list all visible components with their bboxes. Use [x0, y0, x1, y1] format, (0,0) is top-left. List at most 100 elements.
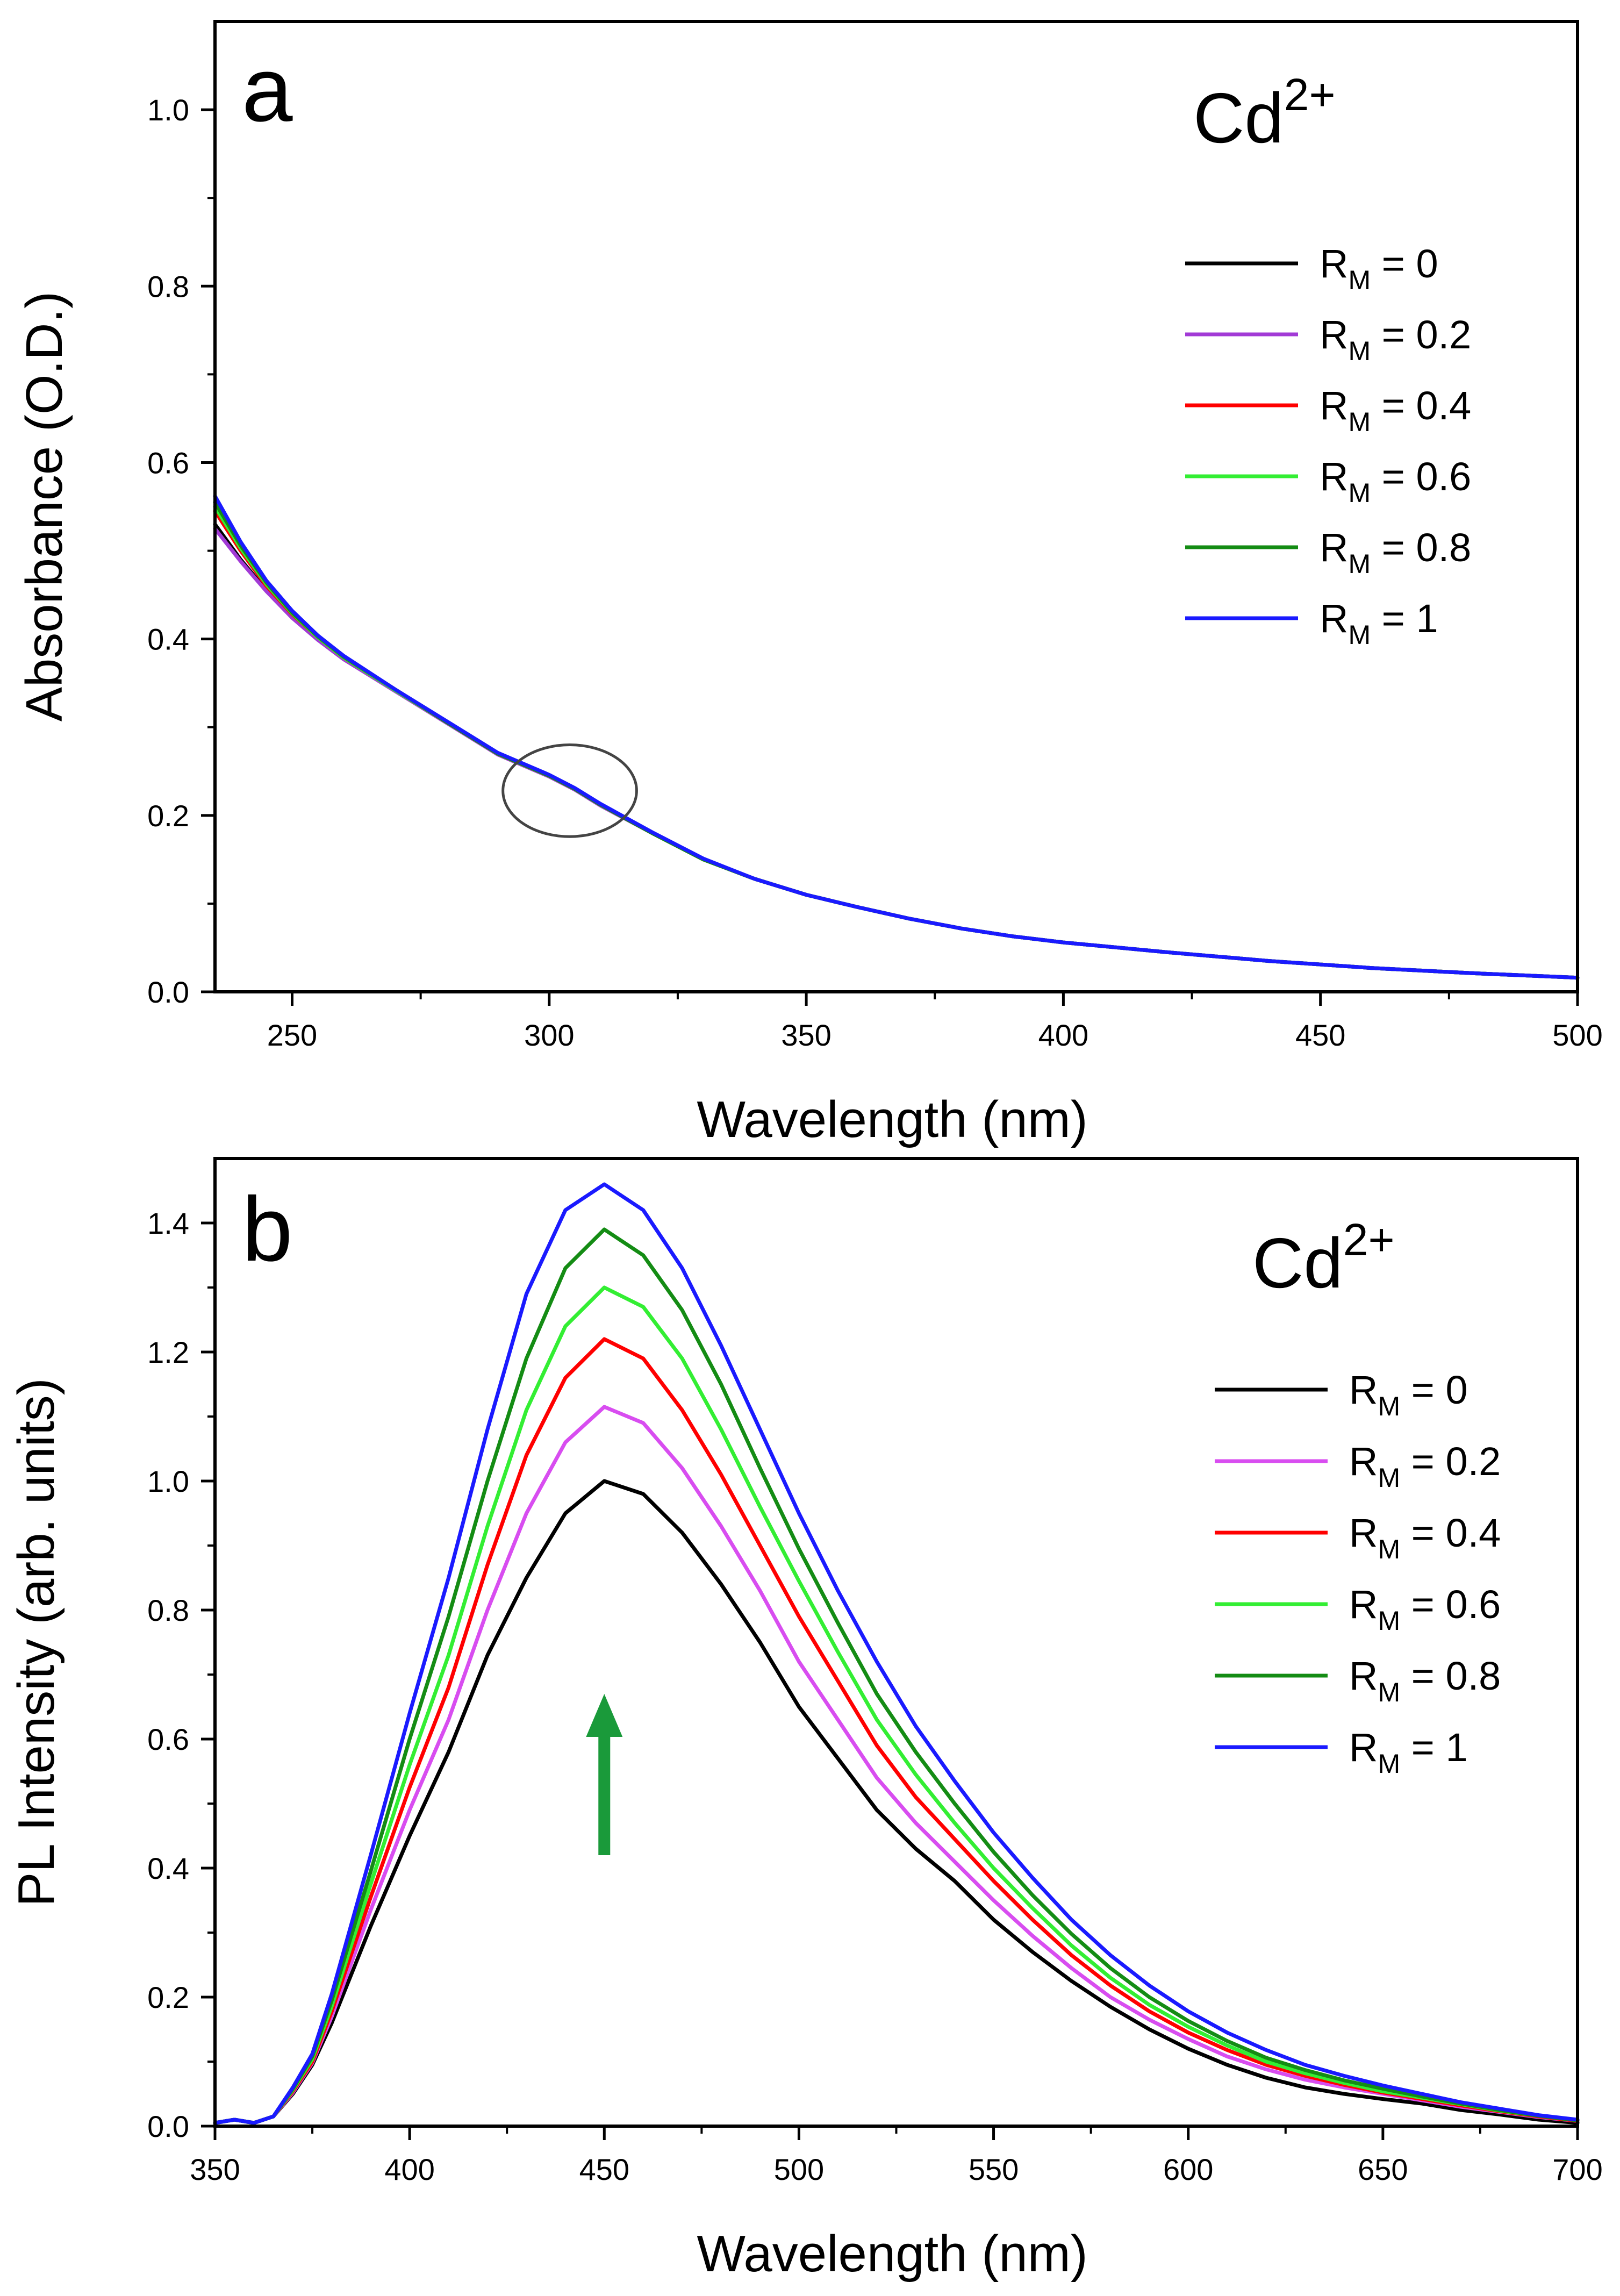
y-tick-label: 0.4 [147, 623, 189, 656]
legend-label-rest: = 0.8 [1400, 1654, 1501, 1698]
legend-label-sub: M [1378, 1749, 1400, 1779]
panel-a-absorbance: a Cd2+ 250 300 350 400 450 500 0.0 0.2 0.4 0.6 0.8… [16, 20, 1603, 1148]
y-tick-label: 0.2 [147, 1980, 189, 2014]
highlight-ellipse [501, 743, 638, 838]
y-tick-label: 1.0 [147, 1464, 189, 1498]
panel-b-ticks: 350 400 450 500 550 600 650 700 0.0 0.2 0.4 0.6 0.8 1… [147, 1206, 1603, 2186]
panel-b-y-axis-title: PL Intensity (arb. units) [8, 1378, 65, 1907]
panel-a-ion-base: Cd [1193, 78, 1284, 158]
x-tick-label: 500 [1552, 1018, 1602, 1052]
legend-label-sub: M [1378, 1677, 1400, 1707]
panel-b-legend: RM = 0RM = 0.2RM = 0.4RM = 0.6RM = 0.8RM… [1215, 1368, 1501, 1779]
x-tick-label: 250 [267, 1018, 317, 1052]
panel-b-annotation [586, 1694, 623, 1855]
x-tick-label: 650 [1358, 2152, 1408, 2186]
increase-arrow-head [586, 1694, 623, 1737]
x-tick-label: 400 [384, 2152, 434, 2186]
y-tick-label: 0.6 [147, 1722, 189, 1756]
legend-label-3: RM = 0.6 [1320, 454, 1471, 508]
legend-label-sub: M [1348, 265, 1371, 295]
legend-label-5: RM = 1 [1349, 1725, 1468, 1779]
x-tick-label: 450 [579, 2152, 629, 2186]
legend-label-rest: = 0.8 [1371, 525, 1471, 570]
legend-label-2: RM = 0.4 [1320, 383, 1471, 437]
panel-a-legend: RM = 0RM = 0.2RM = 0.4RM = 0.6RM = 0.8RM… [1185, 241, 1471, 650]
legend-label-base: R [1349, 1582, 1378, 1627]
legend-label-base: R [1320, 454, 1348, 499]
legend-label-sub: M [1378, 1391, 1400, 1421]
legend-label-4: RM = 0.8 [1320, 525, 1471, 579]
legend-label-base: R [1320, 241, 1348, 286]
y-tick-label: 1.0 [147, 93, 189, 127]
legend-label-base: R [1320, 525, 1348, 570]
x-tick-label: 450 [1295, 1018, 1345, 1052]
x-tick-label: 400 [1038, 1018, 1088, 1052]
legend-label-base: R [1320, 596, 1348, 641]
legend-label-rest: = 0.2 [1400, 1439, 1501, 1484]
y-tick-label: 1.4 [147, 1206, 189, 1240]
series-line-3 [213, 1285, 1580, 2125]
legend-label-2: RM = 0.4 [1349, 1511, 1501, 1564]
legend-label-sub: M [1378, 1534, 1400, 1564]
panel-a-x-axis-title: Wavelength (nm) [697, 1091, 1087, 1148]
legend-label-rest: = 0.4 [1400, 1511, 1501, 1555]
y-tick-label: 0.0 [147, 2109, 189, 2143]
legend-label-sub: M [1348, 620, 1371, 650]
legend-label-base: R [1349, 1439, 1378, 1484]
legend-label-rest: = 0.2 [1371, 312, 1471, 357]
series-line-1 [213, 1405, 1580, 2125]
series-line-0 [213, 1479, 1580, 2125]
legend-label-0: RM = 0 [1320, 241, 1438, 295]
legend-label-sub: M [1348, 478, 1371, 508]
x-tick-label: 700 [1552, 2152, 1602, 2186]
legend-label-base: R [1349, 1654, 1378, 1698]
y-tick-label: 0.2 [147, 799, 189, 833]
panel-b-curves [213, 1182, 1580, 2125]
legend-label-rest: = 1 [1400, 1725, 1468, 1770]
legend-label-base: R [1320, 312, 1348, 357]
x-tick-label: 550 [969, 2152, 1019, 2186]
panel-b-ion-base: Cd [1252, 1224, 1343, 1303]
panel-b-plot-frame [213, 1157, 1579, 2128]
legend-label-sub: M [1348, 407, 1371, 437]
panel-a-plot-frame [213, 20, 1579, 993]
panel-a-y-axis-title: Absorbance (O.D.) [16, 291, 73, 721]
series-line-5 [213, 1182, 1580, 2125]
y-tick-label: 1.2 [147, 1335, 189, 1369]
panel-b-letter: b [242, 1178, 293, 1281]
y-tick-label: 0.8 [147, 1593, 189, 1627]
legend-label-base: R [1349, 1368, 1378, 1412]
x-tick-label: 350 [781, 1018, 831, 1052]
series-line-2 [213, 1337, 1580, 2125]
panel-b-ion-label: Cd2+ [1252, 1214, 1395, 1303]
legend-label-rest: = 1 [1371, 596, 1438, 641]
legend-label-sub: M [1348, 549, 1371, 579]
legend-label-rest: = 0 [1371, 241, 1438, 286]
x-tick-label: 600 [1163, 2152, 1213, 2186]
legend-label-base: R [1349, 1725, 1378, 1770]
legend-label-rest: = 0.4 [1371, 383, 1471, 428]
panel-a-annotation [501, 743, 638, 838]
panel-b-x-axis-title: Wavelength (nm) [697, 2225, 1087, 2283]
panel-b-ion-superscript: 2+ [1343, 1214, 1395, 1265]
panel-a-ion-superscript: 2+ [1284, 69, 1336, 120]
panel-a-ion-label: Cd2+ [1193, 69, 1336, 158]
panel-b-photoluminescence: b Cd2+ 350 400 450 500 550 600 650 700 0.0 0.2 0.4… [8, 1157, 1603, 2283]
legend-label-4: RM = 0.8 [1349, 1654, 1501, 1707]
legend-label-rest: = 0 [1400, 1368, 1468, 1412]
y-tick-label: 0.0 [147, 975, 189, 1009]
legend-label-3: RM = 0.6 [1349, 1582, 1501, 1636]
panel-a-curves [213, 494, 1580, 980]
y-tick-label: 0.6 [147, 446, 189, 480]
legend-label-1: RM = 0.2 [1349, 1439, 1501, 1493]
legend-label-sub: M [1378, 1463, 1400, 1493]
legend-label-base: R [1349, 1511, 1378, 1555]
series-line-5 [213, 494, 1580, 980]
legend-label-5: RM = 1 [1320, 596, 1438, 650]
x-tick-label: 350 [190, 2152, 240, 2186]
x-tick-label: 300 [524, 1018, 574, 1052]
x-tick-label: 500 [774, 2152, 824, 2186]
legend-label-0: RM = 0 [1349, 1368, 1468, 1421]
legend-label-rest: = 0.6 [1400, 1582, 1501, 1627]
